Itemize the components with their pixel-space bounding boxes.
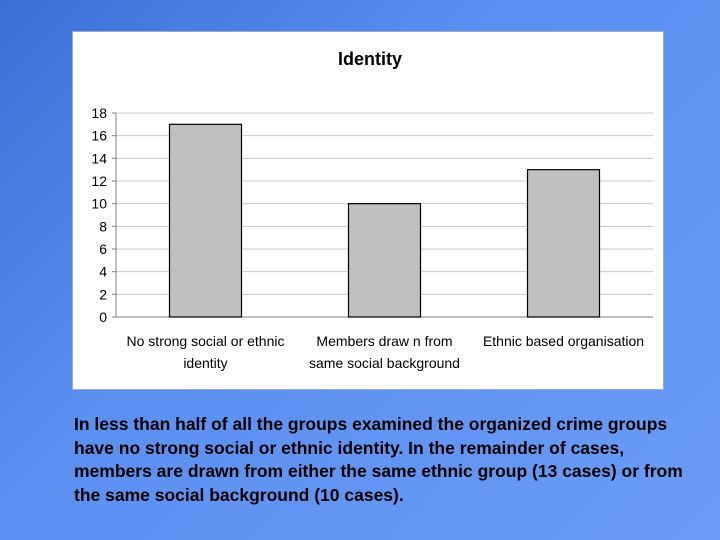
y-tick-label: 14 — [91, 150, 107, 166]
y-axis: 0 2 4 6 8 10 12 14 16 18 — [91, 105, 117, 325]
bar — [526, 169, 601, 318]
bars — [168, 123, 601, 318]
chart-panel: Identity 0 2 4 6 8 10 12 14 16 18 No strong socia… — [72, 31, 664, 390]
y-tick-label: 2 — [99, 286, 107, 302]
x-tick-label: same social background — [309, 355, 460, 371]
y-tick-label: 18 — [91, 105, 107, 121]
y-tick-label: 4 — [99, 264, 107, 280]
x-tick-label: Members draw n from — [316, 333, 452, 349]
y-tick-label: 0 — [99, 309, 107, 325]
y-tick-label: 8 — [99, 218, 107, 234]
y-tick-label: 12 — [91, 173, 107, 189]
y-tick-label: 16 — [91, 128, 107, 144]
bar-chart: Identity 0 2 4 6 8 10 12 14 16 18 No strong socia… — [91, 49, 653, 371]
y-tick-label: 6 — [99, 241, 107, 257]
bar — [347, 203, 422, 318]
x-tick-label: identity — [183, 355, 227, 371]
x-tick-label: Ethnic based organisation — [483, 333, 644, 349]
x-axis-labels: No strong social or ethnic identity Member… — [127, 333, 645, 371]
chart-title: Identity — [338, 49, 402, 69]
caption-text: In less than half of all the groups exam… — [74, 414, 683, 505]
x-tick-label: No strong social or ethnic — [127, 333, 285, 349]
bar — [168, 123, 243, 318]
y-tick-label: 10 — [91, 196, 107, 212]
